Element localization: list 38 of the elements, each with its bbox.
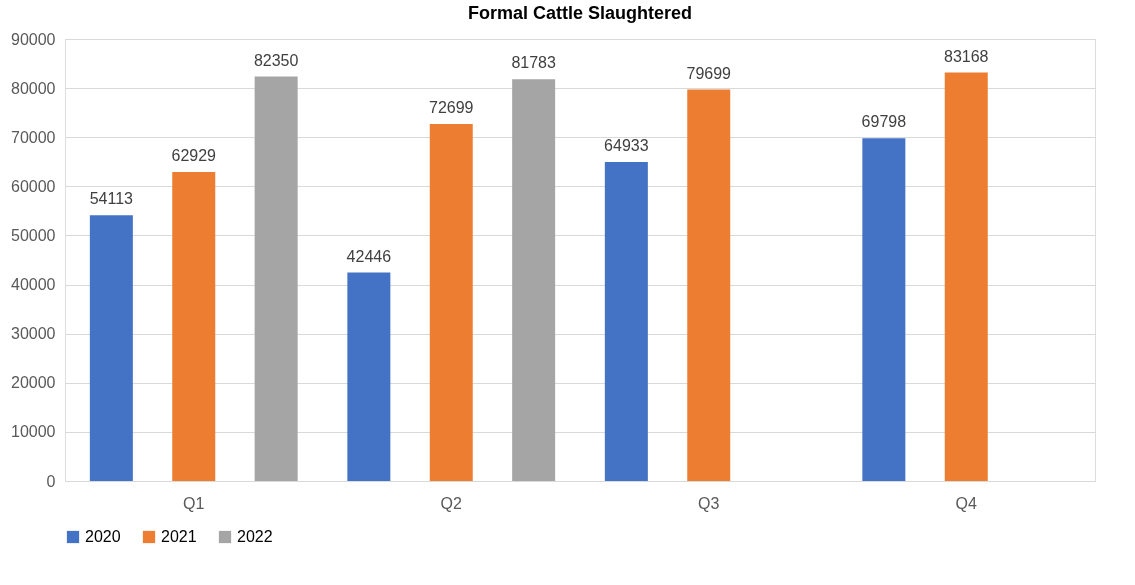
x-tick-label: Q1 [183, 494, 205, 512]
bar [429, 123, 473, 481]
data-label: 79699 [686, 64, 732, 82]
x-tick-label: Q3 [698, 494, 720, 512]
y-tick-label: 0 [46, 472, 56, 490]
data-label: 64933 [604, 137, 649, 155]
y-tick-label: 20000 [11, 374, 56, 392]
bar [687, 89, 731, 481]
legend-label: 2021 [161, 528, 197, 545]
data-label: 72699 [429, 98, 474, 116]
bar [89, 215, 133, 481]
bar [862, 138, 906, 481]
data-label: 69798 [861, 113, 907, 131]
x-tick-label: Q4 [955, 494, 978, 512]
data-label: 83168 [944, 47, 989, 65]
bar [512, 79, 556, 481]
bar [347, 272, 391, 481]
chart-title: Formal Cattle Slaughtered [467, 3, 693, 23]
y-tick-label: 50000 [11, 226, 56, 244]
y-tick-label: 90000 [11, 30, 56, 48]
y-tick-label: 40000 [11, 276, 56, 294]
bar [172, 171, 216, 481]
bar [604, 162, 648, 481]
y-tick-label: 80000 [11, 79, 56, 97]
y-tick-label: 70000 [11, 128, 56, 146]
data-label: 82350 [253, 51, 299, 69]
legend-label: 2020 [85, 528, 121, 545]
data-label: 81783 [511, 54, 556, 72]
y-tick-label: 60000 [11, 177, 56, 195]
data-label: 62929 [171, 146, 217, 164]
data-label: 54113 [89, 190, 134, 208]
legend-label: 2022 [237, 528, 273, 545]
bar [944, 72, 988, 481]
y-tick-label: 10000 [11, 423, 56, 441]
bar [254, 76, 298, 481]
data-label: 42446 [346, 247, 392, 265]
x-tick-label: Q2 [440, 494, 463, 512]
y-tick-label: 30000 [11, 325, 56, 343]
